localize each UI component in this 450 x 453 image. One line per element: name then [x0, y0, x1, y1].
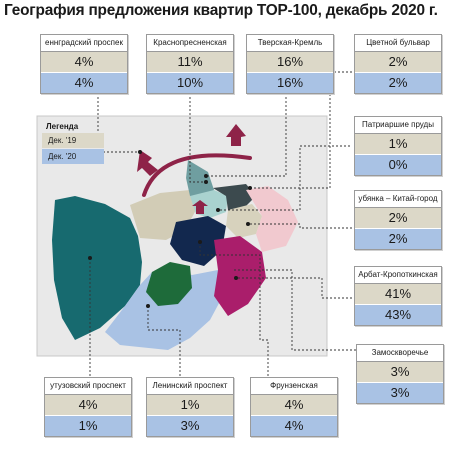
page-title: География предложения квартир ТОР-100, д…	[4, 2, 438, 19]
card-name: Фрунзенская	[251, 378, 337, 395]
card-value-dec19: 1%	[355, 134, 441, 155]
legend-title: Легенда	[46, 122, 79, 131]
card-name: Замоскворечье	[357, 345, 443, 362]
card-value-dec19: 4%	[41, 52, 127, 73]
northeast-arrow-icon	[226, 124, 246, 146]
card-leningradsky: еннградский проспек 4% 4%	[40, 34, 128, 94]
card-value-dec19: 16%	[247, 52, 333, 73]
card-value-dec19: 41%	[355, 284, 441, 305]
legend-item-dec20: Дек. '20	[42, 149, 104, 164]
card-value-dec19: 2%	[355, 208, 441, 229]
card-arbat: Арбат-Кропоткинская 41% 43%	[354, 266, 442, 326]
card-patriarshie: Патриаршие пруды 1% 0%	[354, 116, 442, 176]
west-arrow-icon	[137, 150, 158, 176]
card-value-dec20: 3%	[357, 383, 443, 403]
card-name: убянка – Китай-город	[355, 191, 441, 208]
direction-curve	[142, 153, 252, 197]
district-zamoskvorechye-shape	[214, 236, 266, 316]
card-lubyanka: убянка – Китай-город 2% 2%	[354, 190, 442, 250]
card-tverskaya: Тверская-Кремль 16% 16%	[246, 34, 334, 94]
card-value-dec20: 2%	[355, 229, 441, 249]
card-value-dec20: 4%	[251, 416, 337, 436]
card-name: Тверская-Кремль	[247, 35, 333, 52]
card-value-dec19: 2%	[355, 52, 441, 73]
card-krasnopresnenskaya: Краснопресненская 11% 10%	[146, 34, 234, 94]
center-arrow-icon	[192, 200, 208, 214]
card-value-dec20: 3%	[147, 416, 233, 436]
card-value-dec20: 10%	[147, 73, 233, 93]
card-value-dec19: 4%	[251, 395, 337, 416]
card-value-dec20: 0%	[355, 155, 441, 175]
card-tsvetnoy: Цветной бульвар 2% 2%	[354, 34, 442, 94]
card-name: Цветной бульвар	[355, 35, 441, 52]
card-name: Ленинский проспект	[147, 378, 233, 395]
district-leninsky-shape	[105, 268, 225, 350]
card-value-dec19: 1%	[147, 395, 233, 416]
district-kutuzovsky-shape	[52, 196, 142, 340]
card-value-dec20: 16%	[247, 73, 333, 93]
legend-item-dec19: Дек. '19	[42, 133, 104, 148]
card-value-dec20: 2%	[355, 73, 441, 93]
card-name: Арбат-Кропоткинская	[355, 267, 441, 284]
district-arbat-shape	[170, 216, 226, 266]
card-value-dec20: 1%	[45, 416, 131, 436]
district-lubyanka-shape	[226, 204, 262, 238]
card-name: еннградский проспек	[41, 35, 127, 52]
district-markers	[88, 150, 252, 308]
card-value-dec19: 3%	[357, 362, 443, 383]
connector-lines	[89, 71, 356, 378]
card-value-dec20: 4%	[41, 73, 127, 93]
card-value-dec19: 4%	[45, 395, 131, 416]
card-value-dec19: 11%	[147, 52, 233, 73]
card-value-dec20: 43%	[355, 305, 441, 325]
district-frunzenskaya-shape	[146, 262, 192, 306]
district-tsvetnoy-shape	[213, 184, 256, 210]
district-east-shape	[246, 186, 298, 252]
card-frunzenskaya: Фрунзенская 4% 4%	[250, 377, 338, 437]
card-kutuzovsky: утузовский проспект 4% 1%	[44, 377, 132, 437]
card-name: утузовский проспект	[45, 378, 131, 395]
card-leninsky: Ленинский проспект 1% 3%	[146, 377, 234, 437]
card-name: Краснопресненская	[147, 35, 233, 52]
legend: Легенда Дек. '19 Дек. '20	[42, 120, 104, 165]
card-zamoskvorechye: Замоскворечье 3% 3%	[356, 344, 444, 404]
card-name: Патриаршие пруды	[355, 117, 441, 134]
